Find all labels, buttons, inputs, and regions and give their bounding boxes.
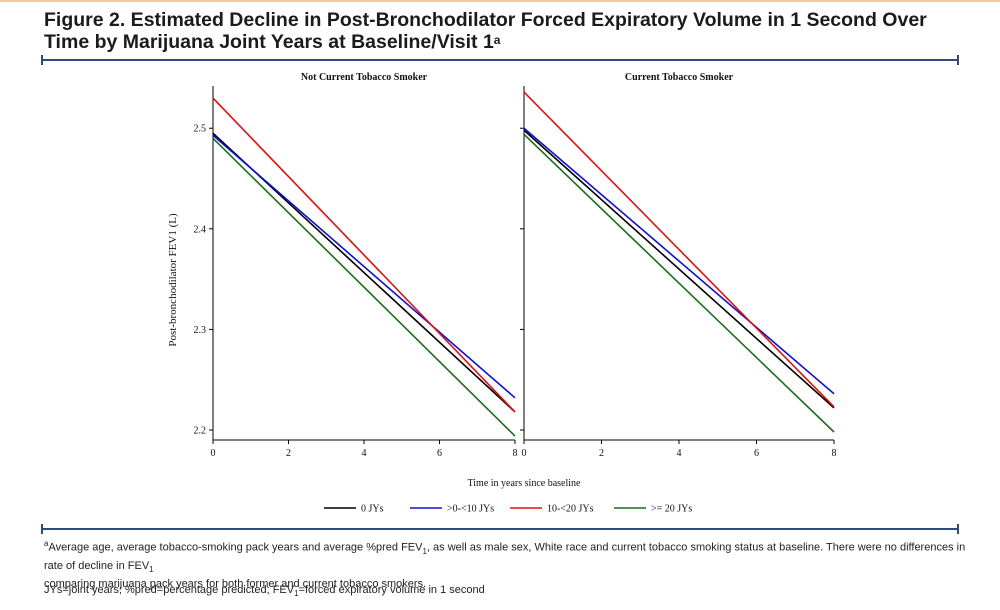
y-axis-label: Post-bronchodilator FEV1 (L) [167, 213, 179, 347]
top-divider [41, 55, 959, 65]
bottom-divider [41, 524, 959, 534]
footnote-a: aAverage age, average tobacco-smoking pa… [44, 537, 974, 591]
figure-title-footnote-marker: a [493, 33, 501, 47]
footnote-b-text-1: JYs=joint years; %pred=percentage predic… [44, 584, 295, 596]
panel-2-x-tick-label: 8 [832, 448, 837, 459]
x-axis-label: Time in years since baseline [468, 478, 582, 489]
footnote-a-text-1: Average age, average tobacco-smoking pac… [48, 541, 423, 554]
panel-1-y-tick-label: 2.3 [194, 325, 207, 336]
footnote-a-sub-2: 1 [149, 565, 154, 575]
panel-1-y-tick-label: 2.2 [194, 426, 207, 437]
legend-label-2: >0-<10 JYs [447, 504, 494, 515]
figure-title: Figure 2. Estimated Decline in Post-Bron… [44, 9, 974, 53]
panel-1-x-tick-label: 8 [513, 448, 518, 459]
panel-1-series-line-4 [212, 137, 516, 437]
footnote-a-sub-1: 1 [422, 546, 427, 556]
panel-1-series-line-2 [212, 134, 516, 399]
top-accent-bar [0, 0, 1000, 2]
legend-label-3: 10-<20 JYs [547, 504, 594, 515]
figure-title-text: Figure 2. Estimated Decline in Post-Bron… [44, 9, 927, 53]
panel-1-series-line-3 [212, 97, 516, 413]
panel-2-x-tick-label: 4 [677, 448, 682, 459]
legend-label-1: 0 JYs [361, 504, 384, 515]
panel-1-y-tick-label: 2.4 [194, 224, 207, 235]
panel-2-series-line-4 [523, 133, 835, 433]
panel-2-series-line-1 [523, 129, 835, 409]
panel-2-title: Current Tobacco Smoker [625, 72, 734, 83]
footnote-a-marker: a [44, 539, 49, 548]
panel-2-series-line-3 [523, 91, 835, 408]
footnote-abbreviations: JYs=joint years; %pred=percentage predic… [44, 583, 974, 601]
panel-1-x-tick-label: 2 [286, 448, 291, 459]
panel-1-title: Not Current Tobacco Smoker [301, 72, 428, 83]
panel-2-x-tick-label: 2 [599, 448, 604, 459]
panel-1-x-tick-label: 0 [211, 448, 216, 459]
panel-2-x-tick-label: 0 [522, 448, 527, 459]
footnote-b-text-2: =forced expiratory volume in 1 second [298, 584, 485, 596]
footnote-a-text-2: , as well as male sex, White race and cu… [44, 541, 966, 572]
panel-1-x-tick-label: 4 [362, 448, 367, 459]
footnote-a-text-3: comparing marijuana pack years for both … [44, 578, 427, 591]
panel-2-series-line-2 [523, 127, 835, 395]
panel-2-x-tick-label: 6 [754, 448, 759, 459]
legend-label-4: >= 20 JYs [651, 504, 692, 515]
panel-1-x-tick-label: 6 [437, 448, 442, 459]
chart-figure: Not Current Tobacco Smoker 0 2 4 6 8 2.2 2.3 2.4… [167, 72, 837, 515]
panel-1-y-tick-label: 2.5 [194, 124, 207, 135]
footnote-b-sub-1: 1 [294, 589, 299, 599]
